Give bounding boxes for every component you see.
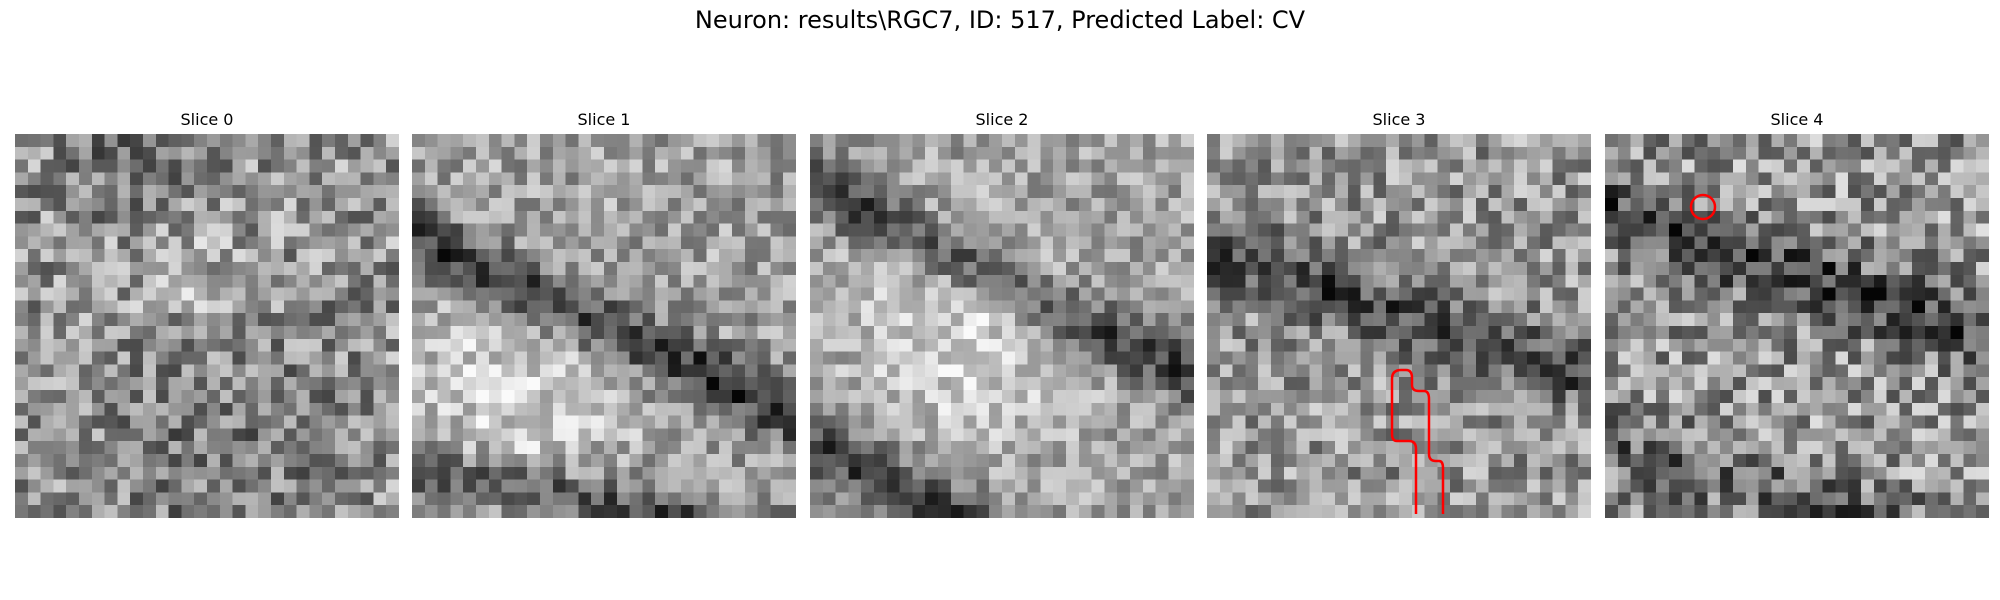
contour-overlay-3 [1390,368,1445,514]
slice-panel-3: Slice 3 [1207,108,1591,518]
slice-panel-2: Slice 2 [810,108,1194,518]
slice-title-3: Slice 3 [1372,110,1426,129]
slice-image-0 [15,134,399,518]
slice-title-0: Slice 0 [180,110,234,129]
contour-circle [1689,193,1717,221]
slice-image-2 [810,134,1194,518]
slice-panel-4: Slice 4 [1605,108,1989,518]
slice-title-1: Slice 1 [577,110,631,129]
slice-image-4 [1605,134,1989,518]
slice-image-3 [1207,134,1591,518]
contour-line-left [1390,368,1445,514]
figure-title: Neuron: results\RGC7, ID: 517, Predicted… [694,6,1306,34]
contour-overlay-4 [1689,193,1717,221]
slice-panel-0: Slice 0 [15,108,399,518]
slice-image-1 [412,134,796,518]
slice-title-4: Slice 4 [1770,110,1824,129]
slice-panel-1: Slice 1 [412,108,796,518]
slice-title-2: Slice 2 [975,110,1029,129]
